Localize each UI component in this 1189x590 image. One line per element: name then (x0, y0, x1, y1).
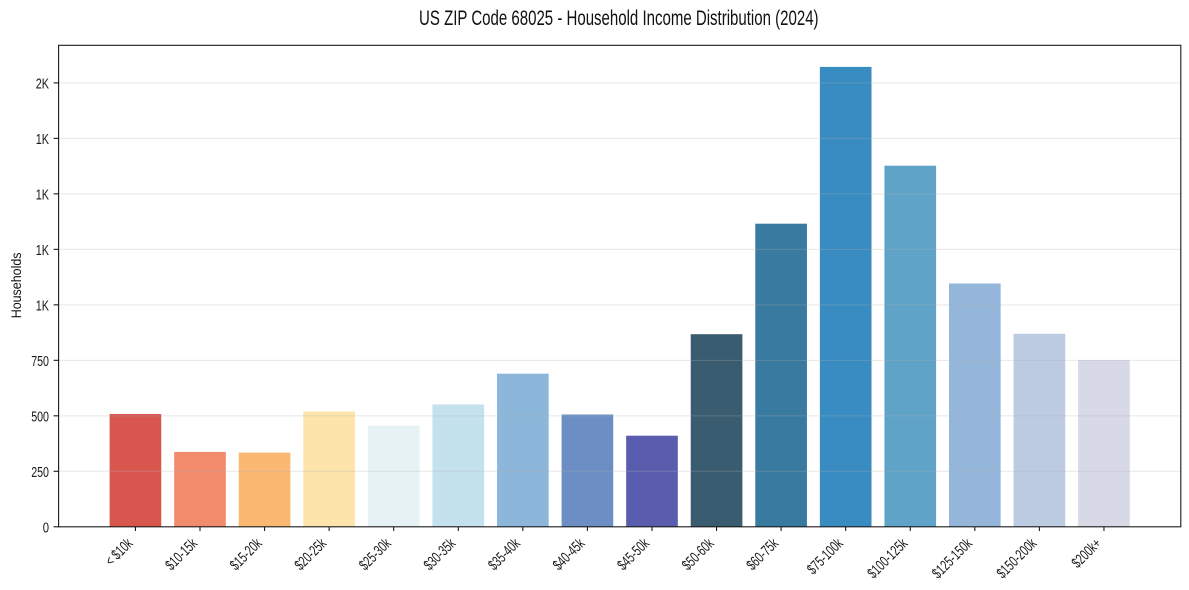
svg-text:2K: 2K (36, 75, 49, 92)
svg-text:500: 500 (31, 408, 49, 425)
svg-text:1K: 1K (36, 186, 49, 203)
svg-text:0: 0 (43, 519, 49, 536)
svg-text:250: 250 (31, 464, 49, 481)
svg-text:1K: 1K (36, 297, 49, 314)
svg-text:Households: Households (9, 252, 24, 318)
svg-text:US ZIP Code 68025 - Household: US ZIP Code 68025 - Household Income Dis… (419, 6, 819, 30)
svg-text:1K: 1K (36, 131, 49, 148)
svg-text:750: 750 (31, 353, 49, 370)
svg-text:1K: 1K (36, 242, 49, 259)
